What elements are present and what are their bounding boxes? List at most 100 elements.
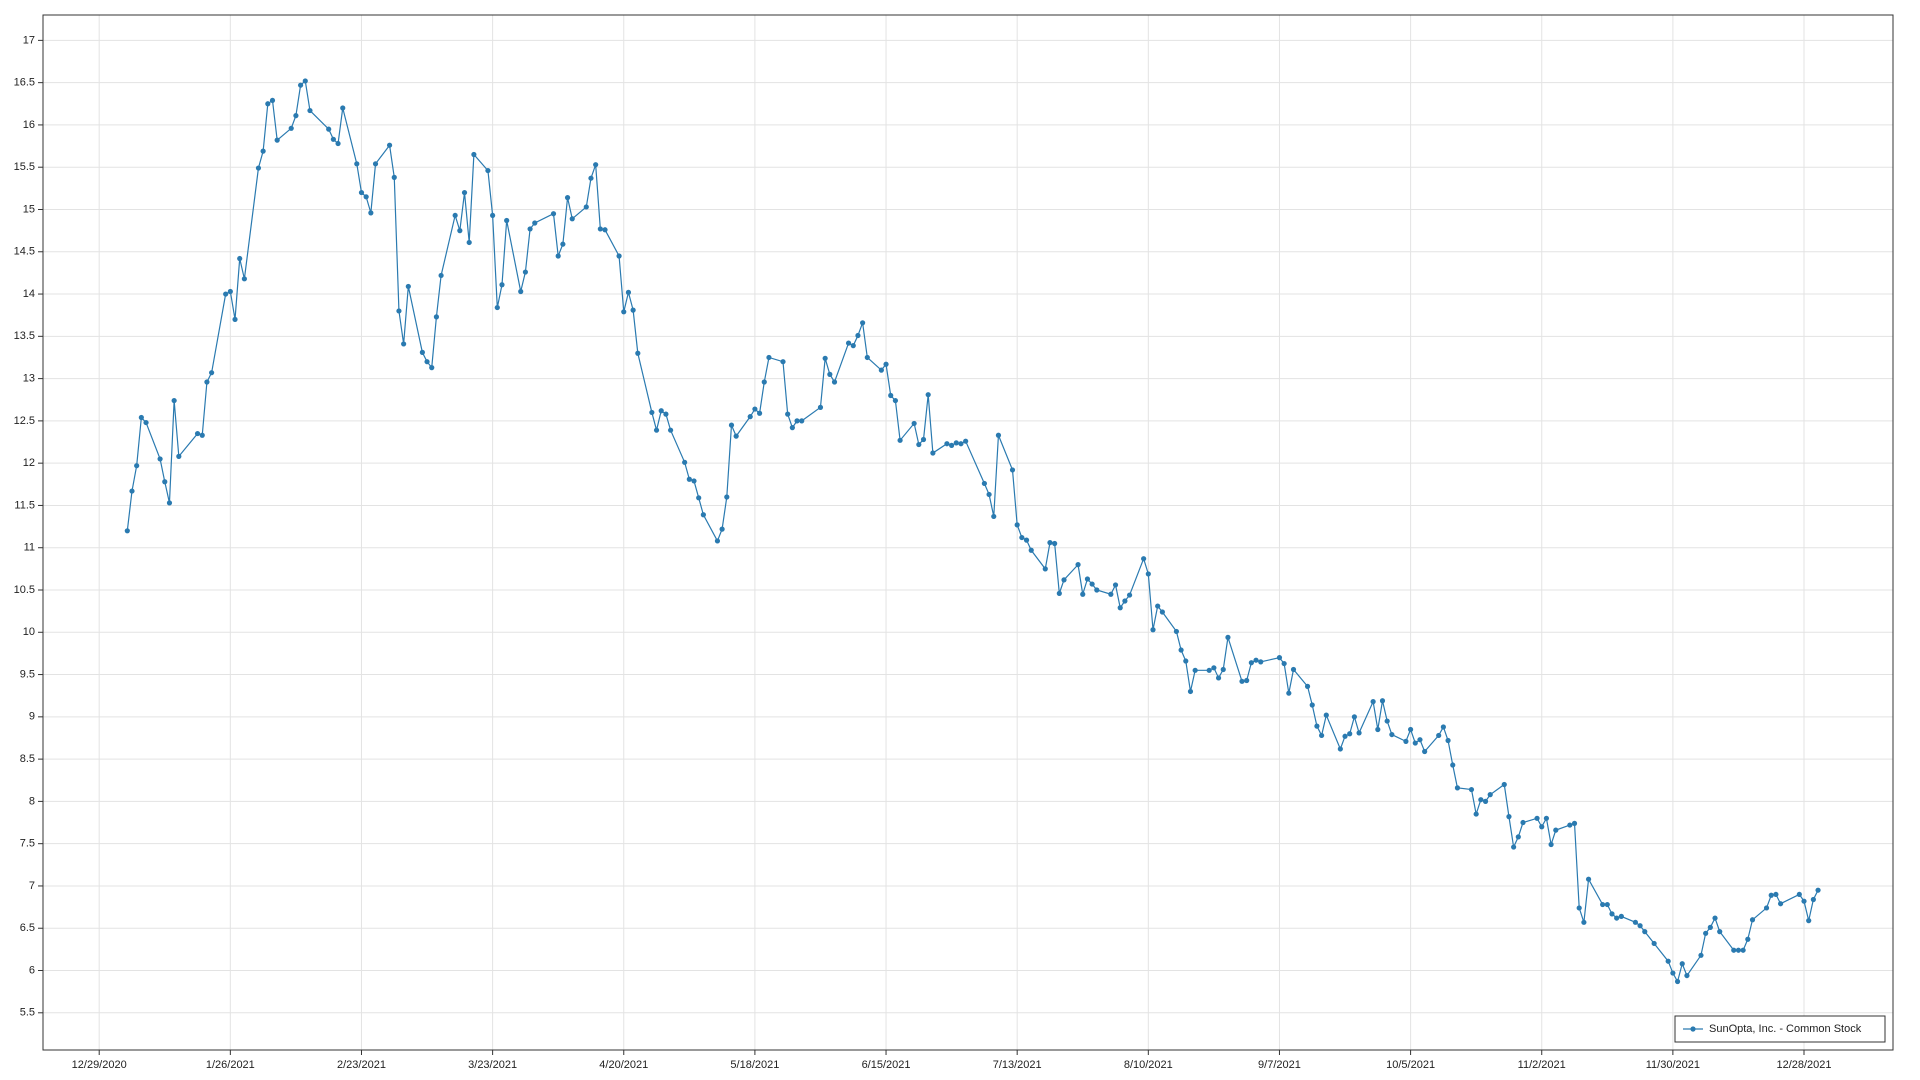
data-point xyxy=(241,276,247,282)
x-tick-label: 9/7/2021 xyxy=(1258,1059,1301,1071)
data-point xyxy=(733,433,739,439)
data-point xyxy=(269,97,276,104)
data-point xyxy=(1576,905,1582,911)
data-point xyxy=(1501,781,1507,788)
data-point xyxy=(981,480,987,487)
data-point xyxy=(471,151,477,158)
data-point xyxy=(794,418,800,424)
x-tick-label: 7/13/2021 xyxy=(993,1059,1042,1071)
data-point xyxy=(1571,820,1578,826)
data-point xyxy=(1141,556,1147,562)
y-tick-label: 10 xyxy=(23,626,35,638)
data-point xyxy=(1731,947,1737,953)
data-point xyxy=(621,309,627,315)
data-point xyxy=(1679,961,1685,967)
data-point xyxy=(1281,660,1287,667)
data-point xyxy=(405,283,411,290)
data-point xyxy=(1412,740,1418,746)
data-point xyxy=(1703,930,1709,936)
data-point xyxy=(368,210,374,216)
data-point xyxy=(1534,815,1540,821)
data-point xyxy=(663,411,669,417)
data-point xyxy=(199,432,205,438)
data-point xyxy=(1768,892,1774,898)
data-point xyxy=(363,194,369,200)
data-point xyxy=(860,320,866,326)
data-point xyxy=(691,478,697,484)
data-point xyxy=(1319,732,1325,739)
data-point xyxy=(1539,824,1545,830)
data-point xyxy=(255,165,262,171)
data-point xyxy=(1581,919,1587,925)
data-point xyxy=(1375,726,1381,733)
data-point xyxy=(1604,901,1610,908)
data-point xyxy=(1600,901,1606,908)
data-point xyxy=(817,404,824,410)
data-point xyxy=(756,410,763,416)
data-point xyxy=(583,204,589,210)
data-point xyxy=(714,538,721,544)
y-tick-label: 7.5 xyxy=(20,838,35,850)
data-point xyxy=(1080,591,1086,597)
data-point xyxy=(232,316,238,323)
y-tick-label: 14.5 xyxy=(14,246,35,258)
data-point xyxy=(822,355,828,361)
data-point xyxy=(986,491,992,498)
data-point xyxy=(1407,726,1414,733)
y-tick-label: 13 xyxy=(23,373,35,385)
data-point xyxy=(953,440,959,446)
data-point xyxy=(138,414,144,421)
data-point xyxy=(1567,822,1573,828)
data-point xyxy=(499,282,505,288)
data-point xyxy=(1674,978,1681,985)
data-point xyxy=(1122,598,1128,604)
data-point xyxy=(1112,582,1119,588)
data-point xyxy=(1225,634,1231,640)
y-tick-label: 17 xyxy=(23,34,35,46)
data-point xyxy=(747,414,753,420)
data-point xyxy=(845,340,852,346)
data-point xyxy=(897,437,903,443)
data-point xyxy=(569,216,575,222)
data-point xyxy=(1417,737,1423,743)
data-point xyxy=(429,365,435,371)
data-point xyxy=(1482,798,1489,804)
data-point xyxy=(1178,647,1184,653)
data-point xyxy=(274,137,280,143)
data-point xyxy=(1642,929,1648,935)
y-tick-label: 11 xyxy=(24,542,35,554)
data-point xyxy=(1370,699,1376,705)
data-point xyxy=(925,392,931,398)
data-point xyxy=(1651,940,1657,947)
data-point xyxy=(850,343,856,349)
data-point xyxy=(1220,666,1226,673)
y-tick-label: 7 xyxy=(29,880,35,892)
data-point xyxy=(1440,724,1446,730)
data-point xyxy=(682,459,688,465)
data-point xyxy=(171,397,177,404)
data-point xyxy=(1473,811,1479,817)
y-tick-label: 9 xyxy=(29,711,35,723)
data-point xyxy=(1585,876,1592,882)
data-point xyxy=(1735,947,1742,953)
data-point xyxy=(864,354,870,361)
data-point xyxy=(1511,844,1517,850)
data-point xyxy=(129,488,135,494)
x-tick-label: 12/28/2021 xyxy=(1776,1059,1831,1071)
data-point xyxy=(297,82,304,88)
data-point xyxy=(855,332,861,339)
x-tick-label: 2/23/2021 xyxy=(337,1059,386,1071)
y-tick-label: 9.5 xyxy=(20,668,35,680)
data-point xyxy=(358,189,365,196)
data-point xyxy=(1618,913,1624,919)
data-point xyxy=(649,409,655,416)
data-point xyxy=(1548,841,1554,848)
data-point xyxy=(752,406,758,412)
data-point xyxy=(143,419,149,426)
data-point xyxy=(555,253,561,259)
data-point xyxy=(1314,723,1320,729)
data-point xyxy=(1379,698,1386,704)
data-point xyxy=(433,314,440,320)
data-point xyxy=(1342,733,1348,739)
